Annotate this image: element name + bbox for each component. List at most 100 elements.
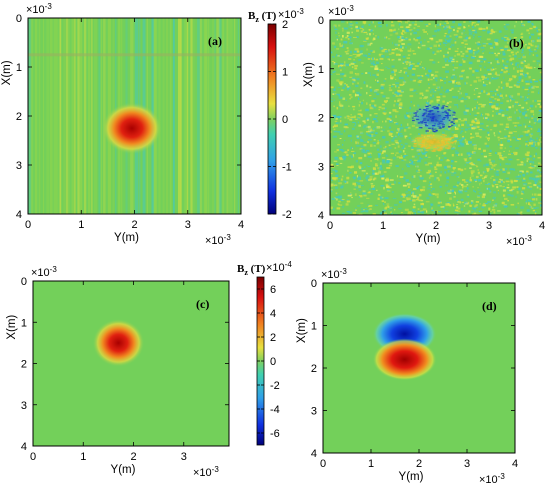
noise-speck <box>339 137 342 140</box>
noise-speck <box>538 109 542 112</box>
noise-speck <box>488 158 491 162</box>
noise-speck <box>473 163 476 165</box>
noise-speck <box>452 63 454 66</box>
noise-speck <box>486 26 488 30</box>
positive-lobe-speck <box>424 145 428 147</box>
noise-speck <box>359 162 363 165</box>
noise-speck <box>378 106 382 109</box>
noise-speck <box>343 74 347 77</box>
noise-speck <box>376 126 380 129</box>
noise-speck <box>499 157 504 159</box>
positive-lobe-speck <box>447 143 451 145</box>
positive-lobe-speck <box>453 141 456 143</box>
noise-speck <box>360 53 363 55</box>
negative-lobe-speck <box>431 106 435 108</box>
noise-speck <box>402 155 406 158</box>
noise-speck <box>483 204 487 206</box>
noise-speck <box>537 33 542 36</box>
noise-speck <box>378 54 382 57</box>
noise-speck <box>435 80 438 82</box>
noise-speck <box>534 119 537 123</box>
noise-speck <box>447 190 451 193</box>
negative-lobe-speck <box>438 127 442 129</box>
noise-speck <box>456 176 459 178</box>
noise-speck <box>540 71 542 74</box>
noise-speck <box>377 69 379 72</box>
noise-stripe <box>77 18 80 214</box>
noise-speck <box>444 44 447 46</box>
noise-speck <box>383 113 386 116</box>
noise-speck <box>424 24 429 26</box>
noise-speck <box>384 126 386 128</box>
noise-speck <box>424 67 427 70</box>
noise-speck <box>339 157 342 159</box>
noise-speck <box>357 121 359 124</box>
noise-speck <box>354 125 356 127</box>
noise-speck <box>384 50 389 53</box>
noise-speck <box>413 159 418 161</box>
noise-speck <box>431 188 435 190</box>
noise-speck <box>526 66 531 68</box>
noise-speck <box>404 142 408 145</box>
noise-speck <box>437 61 440 63</box>
noise-speck <box>520 42 524 44</box>
noise-speck <box>515 41 517 44</box>
noise-speck <box>510 51 514 54</box>
noise-speck <box>477 187 479 189</box>
noise-speck <box>504 35 508 37</box>
noise-speck <box>487 139 490 141</box>
noise-speck <box>468 49 473 53</box>
noise-speck <box>357 205 361 207</box>
noise-speck <box>372 33 374 35</box>
noise-speck <box>372 172 375 175</box>
noise-speck <box>406 183 411 186</box>
noise-speck <box>539 79 542 82</box>
noise-speck <box>492 68 495 71</box>
noise-speck <box>496 185 499 189</box>
noise-speck <box>406 57 410 59</box>
noise-speck <box>476 23 480 26</box>
noise-speck <box>378 171 382 174</box>
noise-speck <box>363 39 367 41</box>
noise-speck <box>456 206 459 209</box>
noise-speck <box>528 177 533 180</box>
positive-lobe-speck <box>448 140 451 142</box>
noise-speck <box>386 188 390 191</box>
noise-speck <box>532 25 536 28</box>
noise-speck <box>380 87 384 90</box>
noise-speck <box>351 155 353 158</box>
noise-speck <box>438 201 442 204</box>
noise-speck <box>349 119 353 121</box>
noise-speck <box>470 172 474 175</box>
noise-speck <box>333 62 338 65</box>
noise-speck <box>439 93 443 95</box>
noise-speck <box>360 30 363 33</box>
noise-speck <box>368 33 371 36</box>
noise-speck <box>503 150 505 152</box>
noise-speck <box>401 193 405 195</box>
noise-speck <box>496 77 499 79</box>
noise-speck <box>388 126 392 129</box>
noise-speck <box>339 44 343 48</box>
noise-speck <box>426 197 430 200</box>
noise-speck <box>348 105 350 107</box>
noise-speck <box>478 192 482 194</box>
noise-speck <box>494 38 499 41</box>
noise-speck <box>359 50 364 52</box>
noise-speck <box>481 114 483 116</box>
noise-speck <box>473 151 477 154</box>
positive-lobe-speck <box>437 139 440 142</box>
noise-speck <box>361 62 364 64</box>
noise-speck <box>347 38 350 40</box>
noise-speck <box>341 20 345 23</box>
noise-speck <box>529 104 534 108</box>
noise-speck <box>531 126 533 129</box>
noise-stripe <box>34 18 38 214</box>
noise-speck <box>489 161 492 164</box>
negative-lobe-speck <box>441 106 445 108</box>
noise-speck <box>503 81 505 84</box>
noise-speck <box>402 184 407 187</box>
noise-speck <box>347 166 352 169</box>
noise-speck <box>343 27 346 29</box>
negative-lobe-speck <box>429 111 432 113</box>
